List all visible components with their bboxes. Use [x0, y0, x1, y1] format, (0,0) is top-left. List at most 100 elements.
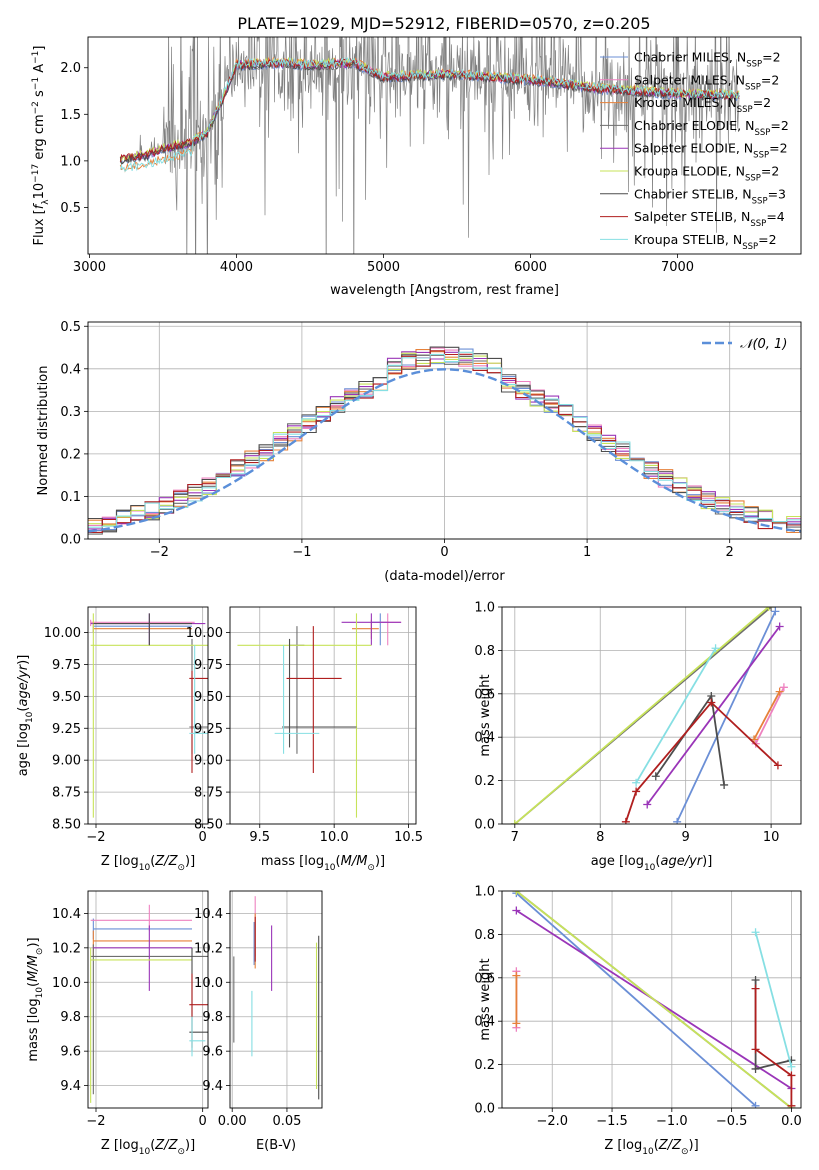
- x-axis-label: Z [log10(Z/Z⊙)]: [101, 1138, 195, 1157]
- y-axis-label: mass [log10(M/M⊙)]: [26, 937, 45, 1061]
- y-tick-label: 0.2: [474, 774, 495, 789]
- label-part: age/yr: [660, 854, 703, 869]
- label-part: (: [654, 1138, 659, 1153]
- y-tick-label: 8.75: [52, 786, 81, 801]
- errorbar-point: [286, 626, 342, 773]
- legend-label-tail: =2: [762, 50, 780, 65]
- errorbar-point: [92, 918, 192, 940]
- x-tick-label: 9.5: [249, 830, 270, 845]
- normal-distribution-curve: [88, 368, 801, 533]
- legend-label-tail: =4: [766, 209, 784, 224]
- label-part: (: [655, 854, 660, 869]
- figure-title: PLATE=1029, MJD=52912, FIBERID=0570, z=0…: [237, 14, 650, 33]
- mass-weight-marker: [787, 1101, 796, 1108]
- label-part: (: [150, 1138, 155, 1153]
- axes: 9.5 10.0 10.5 8.50 8.75 9.00 9.25 9.50 9.75 10.00…: [186, 606, 423, 873]
- y-tick-label: 9.75: [52, 658, 81, 673]
- legend-label-tail: =2: [769, 141, 787, 156]
- mass-vs-metallicity-panel: −2 09.49.69.810.010.210.4Z [log10(Z/Z⊙)]m…: [26, 890, 209, 1157]
- mass-weight-marker: [775, 687, 784, 696]
- x-axis-label: (data-model)/error: [384, 569, 505, 584]
- y-tick-label: 9.6: [202, 1045, 223, 1060]
- label-part: λ: [41, 199, 51, 205]
- label-part: Z/Z: [658, 1138, 682, 1153]
- x-tick-label: −1.0: [656, 1114, 688, 1129]
- x-axis-label: mass [log10(M/M⊙)]: [261, 854, 385, 873]
- x-tick-label: 9: [682, 830, 690, 845]
- label-part: 10: [642, 1147, 654, 1157]
- y-tick-label: 9.8: [60, 1010, 81, 1025]
- y-tick-label: 0.4: [60, 362, 81, 377]
- x-tick-label: 7: [511, 830, 519, 845]
- legend-label: Chabrier ELODIE, NSSP=2: [634, 118, 789, 138]
- mass-weight-marker: [632, 778, 641, 787]
- x-tick-label: 0: [199, 1114, 207, 1129]
- mass-weight-line: [753, 691, 781, 740]
- plot-area: [510, 607, 788, 824]
- mass-weight-series: [512, 971, 521, 1028]
- legend-label: Chabrier MILES, NSSP=2: [634, 50, 781, 70]
- x-tick-label: −2: [86, 1114, 105, 1129]
- y-tick-label: 0.0: [474, 818, 495, 833]
- x-tick-label: 0.00: [218, 1114, 247, 1129]
- x-tick-label: 10.5: [394, 830, 423, 845]
- label-part: ⊙: [367, 863, 375, 873]
- errorbar-point: [93, 613, 192, 646]
- axes-frame: [87, 321, 802, 540]
- label-part: Z/Z: [154, 1138, 178, 1153]
- label-part: 10: [35, 987, 45, 999]
- mass-weight-line: [514, 607, 770, 824]
- x-tick-label: 6000: [514, 260, 547, 275]
- label-part: (: [336, 854, 341, 869]
- axes-frame: [87, 890, 209, 1109]
- legend-label-sub: SSP: [752, 196, 768, 206]
- errorbar-point: [341, 613, 402, 646]
- label-part: mass [log: [261, 854, 324, 869]
- mass-weight-marker: [643, 800, 652, 809]
- label-part: Z [log: [604, 1138, 642, 1153]
- axes-frame: [501, 890, 802, 1109]
- mass-weight-series: [512, 891, 760, 1108]
- residual-histogram: [88, 346, 801, 533]
- label-part: Z [log: [101, 854, 139, 869]
- legend-label-name: Chabrier STELIB, N: [634, 186, 752, 201]
- x-tick-label: 4000: [220, 260, 253, 275]
- legend-label: Kroupa STELIB, NSSP=2: [634, 232, 777, 252]
- legend-label-name: Chabrier ELODIE, N: [634, 118, 754, 133]
- spectrum-panel: 3000 4000 5000 6000 7000 0.5 1.0 1.5 2.0 waveleng…: [31, 36, 802, 298]
- mass-weight-marker: [673, 817, 682, 824]
- x-tick-label: 0.0: [781, 1114, 802, 1129]
- model-spectrum-line: [119, 57, 740, 172]
- x-tick-label: 1: [583, 545, 591, 560]
- label-part: f: [32, 202, 47, 209]
- x-axis-label: age [log10(age/yr)]: [591, 854, 713, 873]
- legend-label-sub: SSP: [737, 105, 753, 115]
- y-tick-label: 9.75: [194, 658, 223, 673]
- y-tick-label: 0.5: [60, 320, 81, 335]
- legend-label: Salpeter MILES, NSSP=2: [634, 72, 779, 92]
- y-tick-label: 8.50: [52, 818, 81, 833]
- mass-weight-vs-metallicity-panel: −2.0 −1.5 −1.0 −0.5 0.0 0.0 0.2 0.4 0.6 0.8 1.0 Z […: [474, 885, 801, 1158]
- x-tick-label: 10: [763, 830, 780, 845]
- errorbar-point: [90, 944, 208, 1095]
- x-tick-label: 7000: [661, 260, 694, 275]
- mass-weight-marker: [751, 1064, 760, 1073]
- errorbar-point: [189, 645, 208, 754]
- y-tick-label: 0.6: [474, 971, 495, 986]
- mass-weight-line: [754, 988, 793, 1106]
- y-tick-label: 9.8: [202, 1010, 223, 1025]
- x-tick-label: −2: [86, 830, 105, 845]
- residuals-panel: −2 −1 0 1 2 0.0 0.1 0.2 0.3 0.4 0.5 𝒩(0, 1) (data-mo…: [36, 320, 802, 584]
- y-tick-label: 8.50: [194, 818, 223, 833]
- mass-weight-marker: [751, 928, 760, 937]
- axes: −2.0 −1.5 −1.0 −0.5 0.0 0.0 0.2 0.4 0.6 0.8 1.0 Z […: [474, 885, 801, 1158]
- errorbar-point: [189, 1016, 206, 1057]
- label-part: 10: [25, 711, 35, 723]
- mass-weight-line: [515, 892, 757, 1107]
- label-part: Z [log: [101, 1138, 139, 1153]
- label-part: (: [26, 982, 41, 987]
- y-tick-label: 9.50: [194, 690, 223, 705]
- mass-weight-line: [754, 931, 793, 1068]
